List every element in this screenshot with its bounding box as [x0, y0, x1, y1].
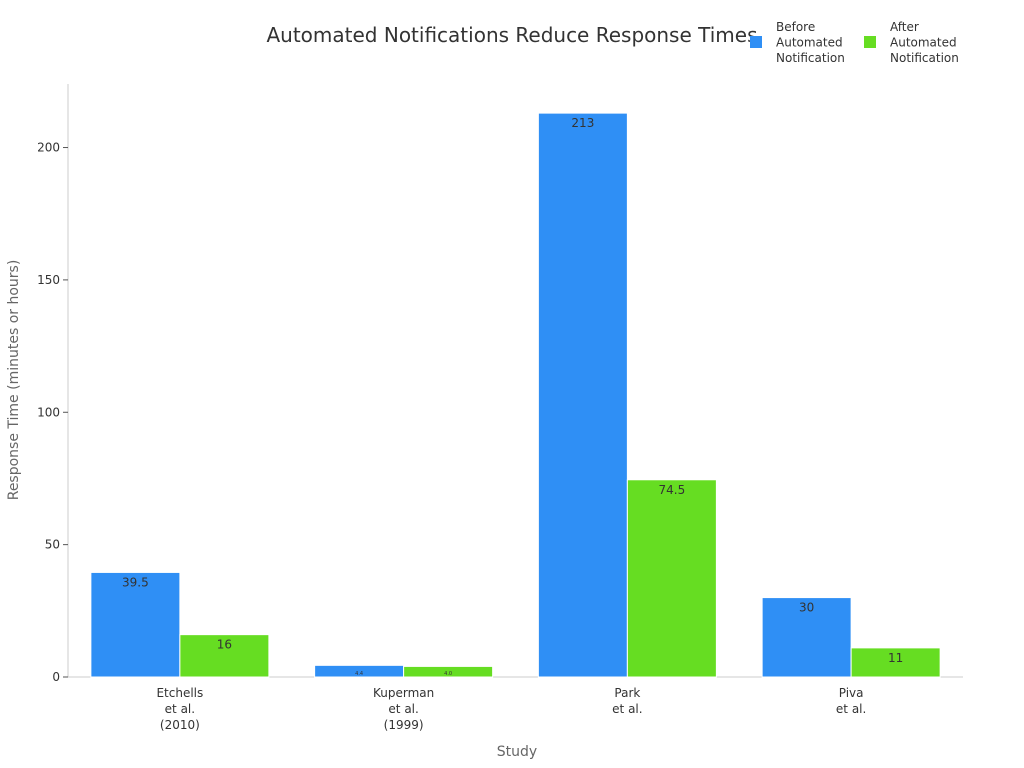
bars: [90, 112, 941, 678]
bar: [761, 597, 852, 678]
y-tick-label: 100: [37, 405, 60, 419]
legend-label: After Automated Notification: [890, 20, 959, 65]
bar: [850, 647, 941, 678]
legend-swatch: [864, 36, 876, 48]
legend-swatch: [750, 36, 762, 48]
bar-labels: 39.5 16 4.4 4.0 213 74.5 30 11: [122, 116, 903, 677]
x-axis-title: Study: [497, 744, 537, 760]
y-tick-label: 150: [37, 273, 60, 287]
x-tick-label: Piva et al.: [836, 686, 866, 716]
bar: [179, 634, 270, 678]
y-axis-title: Response Time (minutes or hours): [6, 260, 22, 501]
bar: [537, 112, 628, 678]
legend-label: Before Automated Notification: [776, 20, 845, 65]
bar-value-label: 30: [799, 601, 814, 615]
bar: [626, 479, 717, 678]
bar-value-label: 39.5: [122, 575, 149, 589]
x-axis: Etchells et al. (2010) Kuperman et al. (1999)…: [68, 676, 963, 732]
y-tick-label: 0: [52, 670, 60, 684]
y-tick-label: 200: [37, 141, 60, 155]
bar-value-label: 11: [888, 651, 903, 665]
y-axis: 0 50 100 150 200: [37, 84, 69, 684]
bar-value-label: 213: [571, 116, 594, 130]
x-tick-label: Park et al.: [612, 686, 642, 716]
bar-value-label: 4.0: [444, 671, 452, 677]
bar-value-label: 16: [217, 638, 232, 652]
chart-title: Automated Notifications Reduce Response …: [266, 23, 757, 47]
legend: Before Automated Notification After Automate…: [750, 20, 959, 65]
bar-value-label: 74.5: [659, 483, 686, 497]
x-tick-label: Kuperman et al. (1999): [373, 686, 434, 732]
y-tick-label: 50: [45, 538, 60, 552]
x-tick-label: Etchells et al. (2010): [156, 686, 203, 732]
bar-value-label: 4.4: [355, 671, 363, 677]
bar: [403, 665, 494, 678]
bar: [90, 571, 181, 678]
